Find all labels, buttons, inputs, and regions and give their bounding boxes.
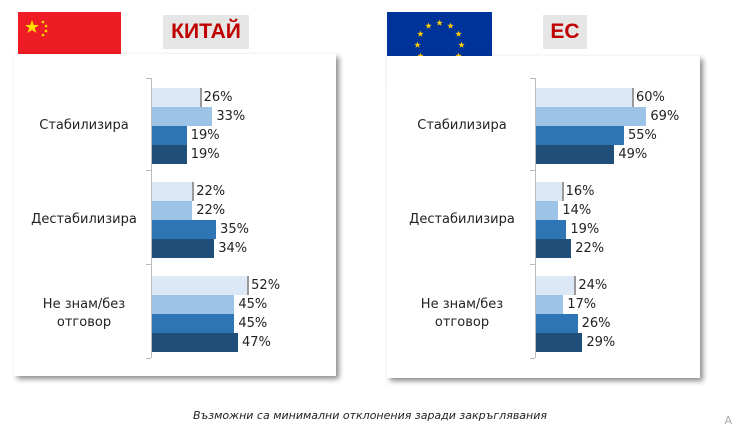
star-icon xyxy=(417,30,424,37)
star-icon xyxy=(455,30,462,37)
bar xyxy=(152,314,235,333)
data-label: 29% xyxy=(586,335,616,350)
data-label: 49% xyxy=(618,147,648,162)
data-label: 35% xyxy=(220,222,249,237)
category-label: Не знам/без отговор xyxy=(42,297,126,330)
data-label: 47% xyxy=(242,335,271,350)
bar xyxy=(152,276,248,295)
axis-line xyxy=(151,78,152,358)
data-label: 24% xyxy=(578,278,608,293)
axis-tick xyxy=(146,78,151,79)
axis-tick xyxy=(146,358,151,359)
axis-tick xyxy=(530,78,535,79)
corner-mark: A xyxy=(724,414,732,427)
data-label: 26% xyxy=(203,90,233,105)
bar xyxy=(536,239,572,258)
data-label: 22% xyxy=(196,184,226,199)
category-label: Не знам/без отговор xyxy=(420,297,504,330)
data-label: 16% xyxy=(565,184,595,199)
data-label: 33% xyxy=(216,109,246,124)
bar xyxy=(152,107,213,126)
data-label: 19% xyxy=(570,222,600,237)
data-label: 52% xyxy=(251,278,281,293)
axis-tick xyxy=(530,264,535,265)
category-label: Дестабилизира xyxy=(31,212,137,227)
bar xyxy=(536,145,615,164)
data-label: 19% xyxy=(190,147,220,162)
star-icon xyxy=(414,41,421,48)
axis-line xyxy=(535,78,536,358)
bar xyxy=(536,295,564,314)
category-label: Стабилизира xyxy=(417,118,507,133)
bar xyxy=(536,333,583,352)
big-star-icon xyxy=(25,20,39,33)
data-label: 22% xyxy=(196,203,226,218)
star-icon xyxy=(458,41,465,48)
axis-tick xyxy=(146,170,151,171)
star-icon xyxy=(417,52,424,59)
data-label: 69% xyxy=(650,109,680,124)
data-label: 45% xyxy=(238,297,268,312)
bar xyxy=(152,239,215,258)
bar xyxy=(152,333,238,352)
data-label: 60% xyxy=(636,90,665,105)
bar xyxy=(152,182,193,201)
bar xyxy=(152,126,187,145)
data-label: 19% xyxy=(190,128,220,143)
data-label: 55% xyxy=(628,128,657,143)
star-icon xyxy=(425,22,432,29)
data-label: 17% xyxy=(567,297,597,312)
star-icon xyxy=(455,52,462,59)
data-label: 22% xyxy=(575,241,605,256)
axis-tick xyxy=(530,170,535,171)
bar xyxy=(536,126,624,145)
bar xyxy=(536,182,562,201)
bar xyxy=(536,107,647,126)
bar xyxy=(152,145,187,164)
bar xyxy=(152,88,200,107)
bar xyxy=(536,201,559,220)
category-label: Стабилизира xyxy=(39,118,129,133)
footnote: Възможни са минимални отклонения заради … xyxy=(192,409,548,422)
category-label: Дестабилизира xyxy=(409,212,515,227)
data-label: 45% xyxy=(238,316,268,331)
star-icon xyxy=(436,19,443,26)
bar xyxy=(152,295,235,314)
chart-title-eu: ЕС xyxy=(543,15,587,49)
axis-tick xyxy=(146,264,151,265)
bar xyxy=(536,220,567,239)
bar xyxy=(152,201,193,220)
bar xyxy=(536,88,632,107)
bar xyxy=(152,220,217,239)
chart-title-china: КИТАЙ xyxy=(163,15,249,49)
data-label: 26% xyxy=(581,316,611,331)
bar xyxy=(536,276,575,295)
data-label: 14% xyxy=(562,203,592,218)
axis-tick xyxy=(530,358,535,359)
bar xyxy=(536,314,578,333)
data-label: 34% xyxy=(218,241,248,256)
star-icon xyxy=(447,22,454,29)
